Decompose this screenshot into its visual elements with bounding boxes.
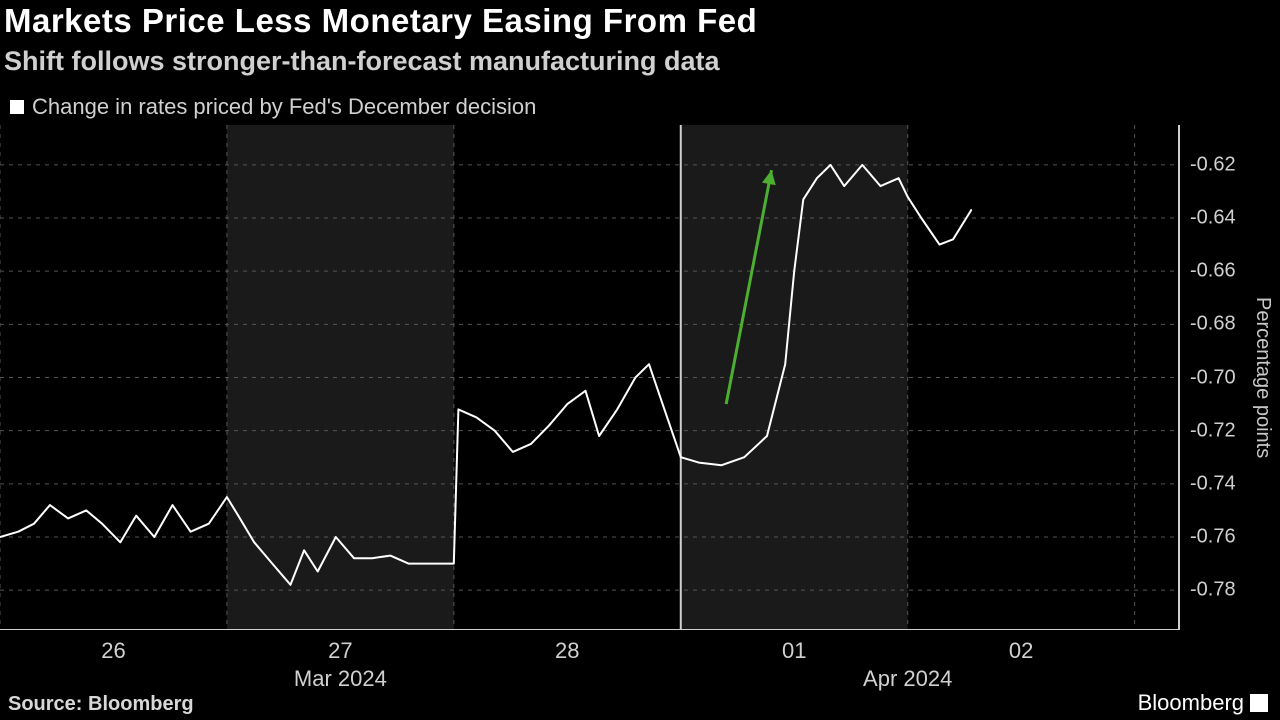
legend-swatch-icon — [10, 100, 24, 114]
y-tick-label: -0.72 — [1190, 419, 1236, 442]
x-axis-labels: 26 27 28 01 02 Mar 2024 Apr 2024 — [0, 632, 1180, 692]
legend: Change in rates priced by Fed's December… — [10, 94, 536, 120]
y-axis-title: Percentage points — [1251, 125, 1274, 630]
y-tick-label: -0.70 — [1190, 366, 1236, 389]
chart-title: Markets Price Less Monetary Easing From … — [4, 2, 757, 40]
x-tick-month: Mar 2024 — [294, 666, 387, 692]
legend-label: Change in rates priced by Fed's December… — [32, 94, 536, 120]
y-tick-label: -0.78 — [1190, 579, 1236, 602]
y-tick-label: -0.64 — [1190, 207, 1236, 230]
y-axis-tick-labels: -0.62 -0.64 -0.66 -0.68 -0.70 -0.72 -0.74 -0.76… — [1190, 125, 1260, 630]
x-tick-day: 27 — [328, 638, 352, 664]
brand-logo: Bloomberg — [1138, 690, 1268, 716]
x-tick-month: Apr 2024 — [863, 666, 952, 692]
y-tick-label: -0.66 — [1190, 260, 1236, 283]
chart-subtitle: Shift follows stronger-than-forecast man… — [4, 46, 720, 77]
y-tick-label: -0.62 — [1190, 153, 1236, 176]
y-axis-title-text: Percentage points — [1251, 297, 1274, 458]
y-tick-label: -0.68 — [1190, 313, 1236, 336]
brand-text: Bloomberg — [1138, 690, 1244, 716]
brand-icon — [1250, 694, 1268, 712]
y-tick-label: -0.76 — [1190, 525, 1236, 548]
x-tick-day: 02 — [1009, 638, 1033, 664]
x-tick-day: 28 — [555, 638, 579, 664]
y-tick-label: -0.74 — [1190, 472, 1236, 495]
x-tick-day: 01 — [782, 638, 806, 664]
source-attribution: Source: Bloomberg — [8, 693, 194, 716]
x-tick-day: 26 — [101, 638, 125, 664]
chart-plot-area — [0, 125, 1180, 630]
